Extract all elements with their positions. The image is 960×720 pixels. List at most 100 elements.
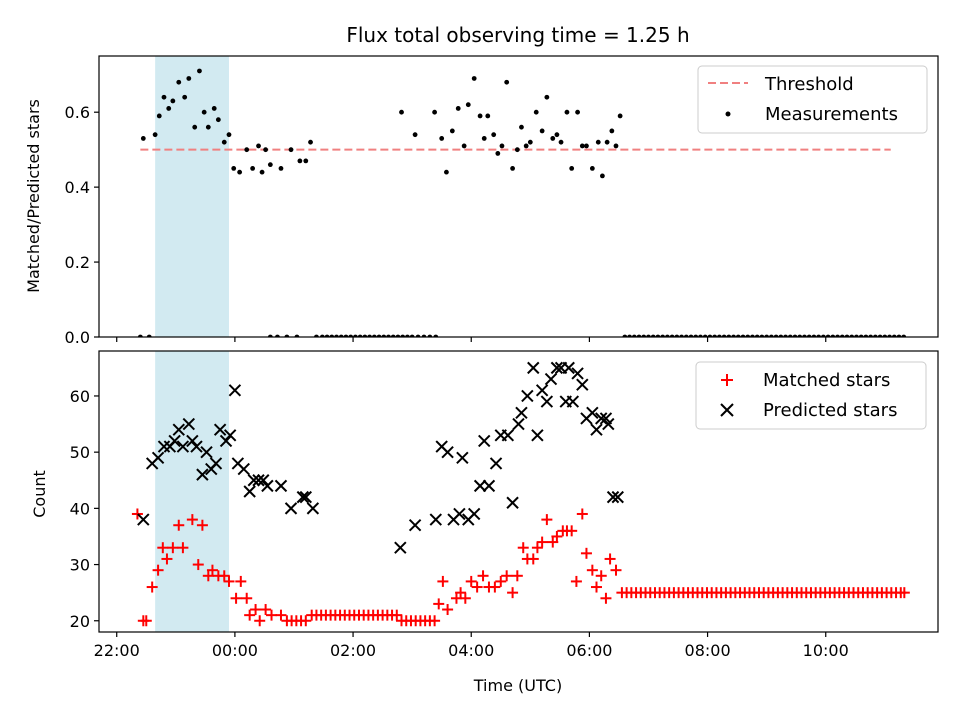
data-point — [570, 575, 582, 587]
data-point — [576, 378, 589, 391]
data-point — [219, 434, 233, 448]
data-point — [554, 132, 560, 138]
x-tick-label: 04:00 — [448, 641, 494, 660]
legend-frame — [697, 65, 928, 134]
legend-measurements-swatch — [725, 111, 731, 117]
data-point — [429, 615, 441, 627]
data-point — [192, 559, 204, 571]
data-point — [523, 143, 529, 149]
data-point — [609, 128, 615, 134]
data-point — [177, 542, 189, 554]
data-point — [600, 592, 612, 604]
data-point — [521, 389, 534, 403]
data-point — [541, 514, 553, 526]
data-point — [586, 564, 598, 576]
highlight-span — [155, 56, 229, 337]
x-tick-label: 06:00 — [566, 641, 612, 660]
data-point — [196, 519, 208, 531]
y-tick-label: 0.2 — [65, 253, 90, 272]
data-point — [437, 575, 449, 587]
data-point — [186, 434, 199, 448]
data-point — [300, 615, 312, 627]
data-point — [527, 553, 539, 565]
x-tick-label: 00:00 — [212, 641, 258, 660]
data-point — [254, 615, 266, 627]
data-point — [205, 124, 211, 130]
data-point — [408, 519, 422, 532]
data-point — [161, 94, 167, 100]
data-point — [580, 547, 592, 559]
data-point — [201, 109, 207, 115]
data-point — [489, 581, 501, 593]
data-point — [161, 553, 173, 565]
legend-matched-label: Matched stars — [763, 370, 890, 391]
data-point — [241, 592, 253, 604]
data-point — [167, 542, 179, 554]
data-point — [491, 132, 497, 138]
data-point — [308, 139, 313, 145]
data-point — [467, 507, 481, 521]
data-point — [517, 542, 529, 554]
data-point — [507, 587, 519, 599]
data-point — [455, 587, 467, 599]
data-point — [176, 79, 182, 85]
legend-predicted-swatch — [720, 403, 734, 417]
data-point — [237, 462, 250, 476]
data-point — [196, 468, 209, 481]
data-point — [501, 429, 515, 442]
data-point — [482, 479, 496, 493]
data-point — [481, 136, 487, 141]
y-tick-label: 40 — [70, 499, 90, 518]
data-point — [558, 139, 564, 145]
data-point — [250, 166, 256, 171]
data-point — [539, 128, 545, 134]
data-point — [303, 158, 309, 164]
data-point — [221, 139, 227, 145]
data-point — [156, 113, 162, 119]
data-point — [584, 143, 589, 149]
data-point — [299, 490, 313, 504]
data-point — [512, 417, 525, 431]
data-point — [131, 508, 143, 520]
data-point — [453, 507, 466, 521]
data-point — [146, 581, 158, 593]
data-point — [244, 609, 256, 621]
data-point — [501, 570, 513, 582]
data-point — [495, 575, 507, 587]
data-point — [263, 147, 269, 153]
data-point — [455, 106, 461, 111]
data-point — [206, 564, 218, 576]
y-tick-label: 50 — [70, 443, 90, 462]
data-point — [461, 143, 467, 149]
y-tick-label: 20 — [70, 612, 90, 631]
data-point — [595, 570, 607, 582]
data-point — [172, 423, 185, 436]
data-point — [152, 564, 164, 576]
data-point — [473, 479, 487, 493]
data-point — [186, 76, 192, 81]
data-point — [260, 604, 272, 616]
data-point — [176, 440, 190, 453]
data-point — [284, 502, 298, 515]
data-point — [550, 136, 556, 141]
data-point — [590, 581, 602, 593]
data-point — [235, 575, 247, 587]
data-point — [226, 132, 232, 138]
data-point — [432, 109, 437, 115]
legend-frame — [695, 361, 927, 430]
top-legend: Threshold Measurements — [697, 65, 928, 134]
data-point — [477, 113, 483, 119]
data-point — [506, 496, 519, 509]
data-point — [275, 609, 287, 621]
data-point — [489, 457, 503, 470]
data-point — [259, 169, 265, 175]
y-tick-label: 0.4 — [65, 178, 90, 197]
data-point — [590, 423, 603, 436]
data-point — [602, 417, 615, 431]
data-point — [533, 109, 539, 115]
data-point — [296, 490, 310, 504]
x-tick-label: 02:00 — [330, 641, 376, 660]
axes-frame — [98, 55, 939, 338]
data-point — [550, 361, 564, 375]
x-tick-label: 10:00 — [803, 641, 849, 660]
